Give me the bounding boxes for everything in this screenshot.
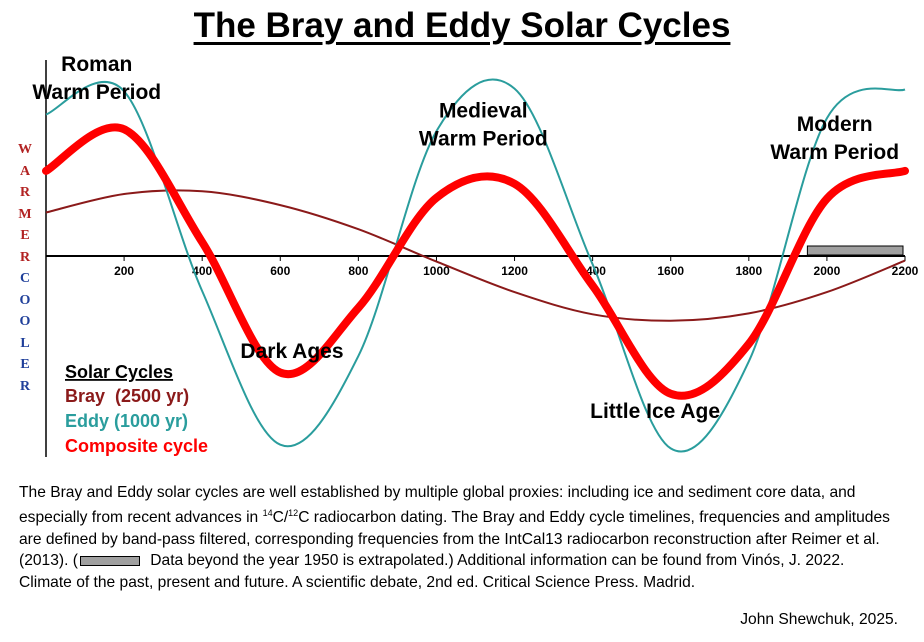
legend-entry-composite: Composite cycle (65, 436, 208, 456)
caption-text: The Bray and Eddy solar cycles are well … (19, 484, 890, 591)
x-tick-label: 1600 (657, 264, 684, 278)
legend-heading: Solar Cycles (65, 362, 173, 382)
composite-series-line (42, 123, 909, 400)
legend-entry-bray: Bray (2500 yr) (65, 386, 189, 406)
x-tick-label: 1000 (423, 264, 450, 278)
x-tick-label: 2200 (892, 264, 919, 278)
extrapolation-swatch (79, 556, 140, 567)
x-tick-label: 1800 (735, 264, 762, 278)
annotation-label: Little Ice Age (590, 400, 720, 423)
y-label-cooler: COOLER (19, 271, 31, 394)
x-ticks: 200 400 600 800 1000 1200 1400 1600 1800 2000 2200 (114, 256, 919, 278)
legend-entry-eddy: Eddy (1000 yr) (65, 411, 188, 431)
chart-plot: 200 400 600 800 1000 1200 1400 1600 1800 2000 2200… (32, 53, 919, 457)
x-tick-label: 2000 (814, 264, 841, 278)
x-tick-label: 1200 (501, 264, 528, 278)
x-tick-label: 400 (192, 264, 212, 278)
extrapolation-bar (806, 245, 904, 256)
credit-text: John Shewchuk, 2025. (740, 611, 898, 628)
x-tick-label: 200 (114, 264, 134, 278)
bray-series-line (45, 189, 906, 322)
y-label-warmer: WARMER (18, 142, 32, 265)
annotation-label: Modern Warm Period (770, 113, 899, 164)
legend: Solar Cycles Bray (2500 yr) Eddy (1000 y… (65, 362, 208, 456)
chart-title: The Bray and Eddy Solar Cycles (193, 6, 731, 45)
x-tick-label: 800 (348, 264, 368, 278)
x-tick-label: 600 (270, 264, 290, 278)
annotation-label: Roman Warm Period (32, 53, 161, 104)
period-annotations: Roman Warm Period Medieval Warm Period Moder… (32, 53, 899, 423)
annotation-label: Medieval Warm Period (419, 99, 548, 150)
annotation-label: Dark Ages (240, 340, 343, 363)
